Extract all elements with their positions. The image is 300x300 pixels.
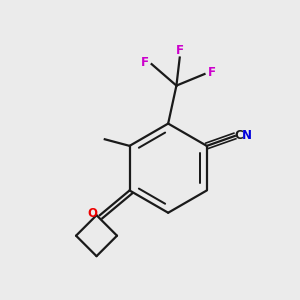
Text: O: O (88, 207, 98, 220)
Text: F: F (176, 44, 184, 57)
Text: F: F (141, 56, 149, 69)
Text: C: C (235, 129, 244, 142)
Text: F: F (207, 66, 215, 79)
Text: N: N (242, 129, 252, 142)
